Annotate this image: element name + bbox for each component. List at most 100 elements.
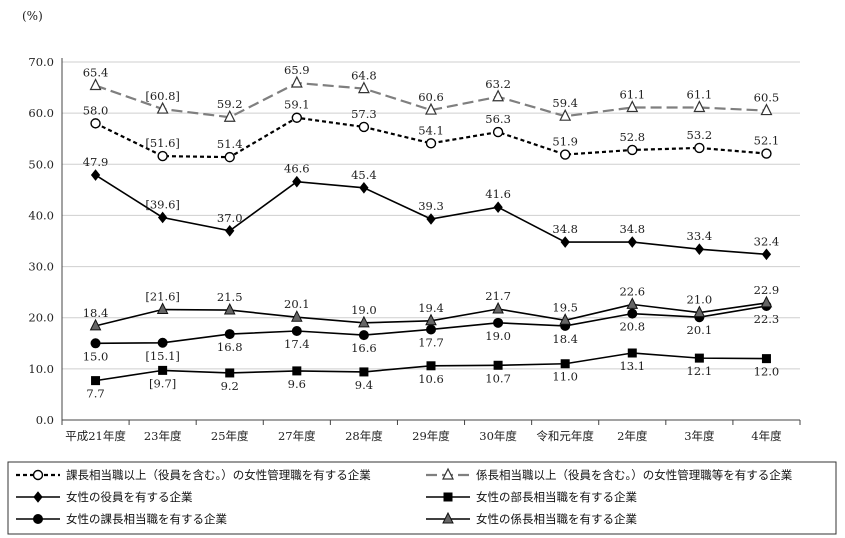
x-tick-label: 3年度 [684,429,715,443]
plot-area [89,75,773,386]
data-label: 20.1 [687,323,713,337]
y-tick-label: 50.0 [28,157,54,171]
series-4 [91,348,771,386]
data-point [760,103,773,116]
data-label: 61.1 [619,88,645,102]
data-label: 10.6 [418,372,444,386]
data-label: 9.6 [288,377,306,391]
data-label: 12.0 [754,365,780,379]
data-point [90,118,101,129]
data-label: 39.3 [418,199,444,213]
y-unit-label: (%) [22,9,43,23]
data-label: 41.6 [485,187,511,201]
x-tick-label: 23年度 [144,429,182,443]
data-point [627,308,638,319]
data-point [761,148,772,159]
data-label: 21.7 [485,289,511,303]
data-label: 53.2 [687,128,713,142]
series-3 [90,169,772,261]
x-tick-label: 28年度 [345,429,383,443]
y-tick-label: 40.0 [28,208,54,222]
data-point [694,142,705,154]
data-point [357,81,370,94]
data-label: 58.0 [83,103,109,117]
legend-item: 女性の部長相当職を有する企業 [426,490,637,504]
legend-label: 女性の課長相当職を有する企業 [66,512,227,526]
data-point [157,150,168,162]
data-point [223,109,236,122]
legend-marker [442,511,454,524]
data-label: 51.4 [217,137,243,151]
data-label: 21.5 [217,290,243,304]
data-point [291,112,303,123]
data-point [493,317,504,328]
data-point [492,301,504,314]
legend-marker [442,467,454,480]
legend-item: 女性の役員を有する企業 [16,490,193,504]
data-label: 19.0 [485,329,511,343]
x-tick-label: 29年度 [412,429,450,443]
legend-item: 女性の係長相当職を有する企業 [426,511,637,526]
data-label: 9.4 [355,378,373,392]
series-line [95,81,767,119]
data-labels: 58.0 [51.6] 51.4 59.1 57.3 54.1 56.3 51.9 52.8 53… [83,63,780,401]
data-point [760,295,773,308]
data-point [358,330,369,341]
data-label: 57.3 [351,107,377,121]
legend-marker [32,469,44,481]
data-label: 45.4 [351,168,377,182]
data-point [694,243,705,255]
data-point [761,354,771,364]
data-point [291,326,302,337]
data-point [761,248,772,261]
data-label: [21.6] [145,290,180,304]
x-tick-label: 令和元年度 [536,429,594,443]
data-label: 61.1 [687,88,713,102]
data-label: 15.0 [83,349,109,363]
data-label: 56.3 [485,112,511,126]
data-point [560,236,570,248]
x-tick-label: 27年度 [278,429,316,443]
data-label: 34.8 [619,222,645,236]
data-point [292,366,302,376]
data-point [156,101,169,114]
data-label: 19.5 [552,300,578,314]
x-tick-label: 30年度 [479,429,517,443]
data-label: 65.4 [83,66,109,80]
legend-label: 女性の役員を有する企業 [66,490,193,504]
legend-label: 女性の部長相当職を有する企業 [476,490,637,504]
data-label: [51.6] [145,136,180,150]
data-point [90,169,101,181]
legend-marker [443,492,453,502]
data-label: 12.1 [687,364,713,378]
data-point [290,75,303,88]
data-label: 59.4 [552,96,578,110]
data-point [559,108,572,121]
data-point [426,361,436,371]
data-label: 52.1 [754,134,780,148]
data-label: 13.1 [619,359,645,373]
data-point [627,236,637,248]
data-point [426,324,436,335]
data-label: 54.1 [418,123,444,137]
data-label: 18.4 [552,332,578,346]
data-point [627,144,638,156]
data-label: 65.9 [284,63,310,77]
legend-item: 係長相当職以上（役員を含む。）の女性管理職等を有する企業 [426,467,793,482]
data-point [224,151,235,163]
legend-marker [33,514,43,524]
axes: 0.0 10.0 20.0 30.0 40.0 50.0 60.0 70.0 平成21年度 23年… [28,55,801,443]
legend: 課長相当職以上（役員を含む。）の女性管理職を有する企業 係長相当職以上（役員を含む… [7,461,837,535]
series-line [95,116,767,159]
data-label: [15.1] [145,349,180,363]
series-1 [90,112,772,163]
data-point [559,313,571,325]
y-tick-label: 30.0 [28,260,54,274]
data-label: [60.8] [145,89,180,103]
data-point [91,376,101,386]
data-point [493,201,503,214]
data-point [158,365,168,375]
data-point [560,359,570,369]
data-point [359,182,369,194]
